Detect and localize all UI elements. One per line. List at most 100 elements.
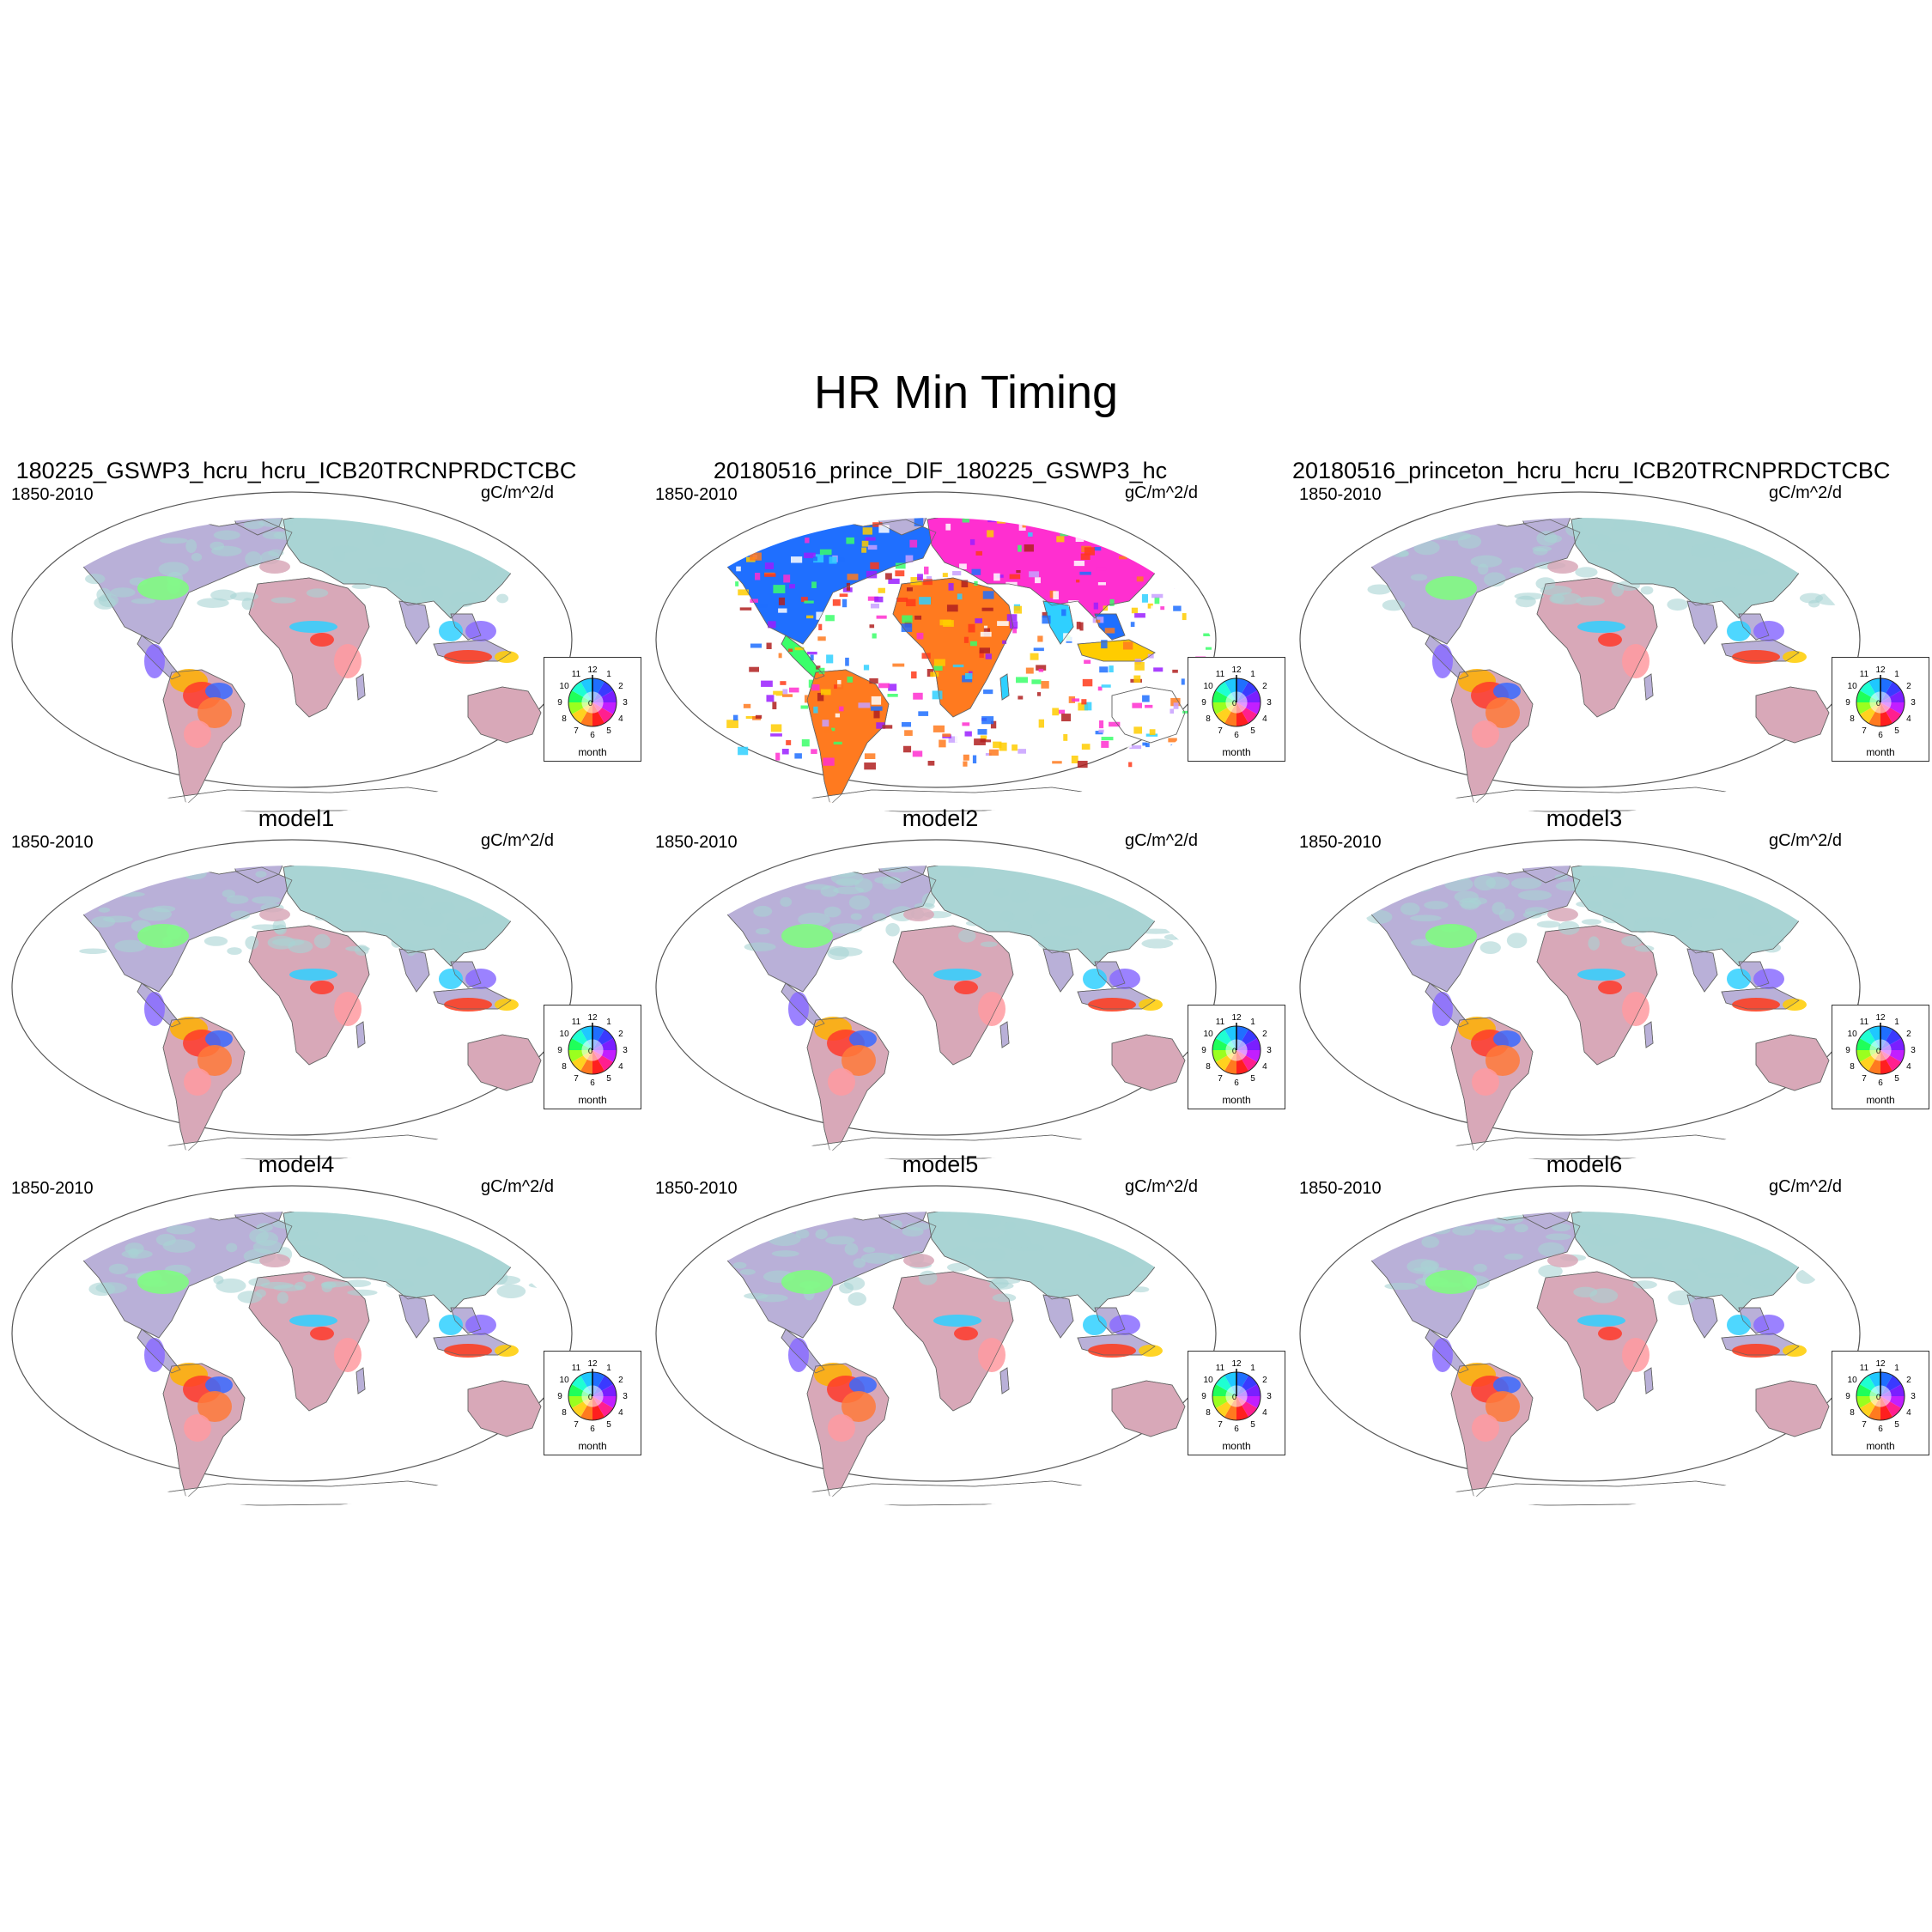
- month-tick-label: 2: [1906, 1376, 1911, 1385]
- month-tick-label: 11: [1860, 1018, 1869, 1027]
- month-tick-label: 8: [1206, 1062, 1211, 1072]
- map-panel: model5 1850-2010 gC/m^2/d 0 1 2 3 4 5 6 7 8 9 10 11 12 m…: [648, 1153, 1285, 1506]
- month-tick-label: 4: [1906, 714, 1911, 724]
- period-label: 1850-2010: [11, 1179, 94, 1198]
- month-color-wheel-legend: 0 1 2 3 4 5 6 7 8 9 10 11 12 month: [1188, 657, 1285, 762]
- month-tick-label: 10: [1848, 682, 1858, 691]
- map-panel: model3 1850-2010 gC/m^2/d 0 1 2 3 4 5 6 7 8 9 10 11 12 m…: [1292, 807, 1929, 1160]
- month-tick-label: 9: [1201, 698, 1206, 708]
- month-color-wheel-legend: 0 1 2 3 4 5 6 7 8 9 10 11 12 month: [544, 1005, 641, 1109]
- period-label: 1850-2010: [1299, 1179, 1382, 1198]
- month-tick-label: 4: [618, 1062, 623, 1072]
- legend-label: month: [1222, 746, 1251, 758]
- month-tick-label: 4: [1906, 1062, 1911, 1072]
- month-tick-label: 6: [590, 731, 595, 740]
- month-tick-label: 1: [606, 1364, 611, 1373]
- month-tick-label: 12: [1231, 665, 1242, 675]
- world-map: [655, 839, 1217, 1160]
- month-tick-label: 7: [1218, 1420, 1223, 1430]
- month-tick-label: 11: [572, 1364, 581, 1373]
- month-tick-label: 2: [1262, 1376, 1267, 1385]
- world-map: [11, 839, 573, 1160]
- month-tick-label: 8: [1850, 714, 1855, 724]
- month-tick-label: 11: [1860, 670, 1869, 679]
- month-color-wheel-legend: 0 1 2 3 4 5 6 7 8 9 10 11 12 month: [544, 657, 641, 762]
- legend-label: month: [1866, 746, 1895, 758]
- month-tick-label: 5: [606, 1074, 611, 1084]
- month-tick-label: 2: [618, 682, 623, 691]
- month-tick-label: 3: [1911, 1046, 1916, 1055]
- month-tick-label: 9: [557, 1392, 562, 1401]
- month-tick-label: 6: [1878, 1078, 1883, 1088]
- figure-title: HR Min Timing: [813, 367, 1119, 418]
- world-map: [11, 1185, 573, 1506]
- month-tick-label: 9: [557, 698, 562, 708]
- month-tick-label: 11: [1860, 1364, 1869, 1373]
- month-tick-label: 12: [1875, 1013, 1886, 1023]
- month-color-wheel-legend: 0 1 2 3 4 5 6 7 8 9 10 11 12 month: [544, 1351, 641, 1455]
- month-tick-label: 5: [1894, 1420, 1899, 1430]
- wheel-center-label: 0: [1232, 1047, 1236, 1055]
- month-tick-label: 8: [1850, 1408, 1855, 1418]
- month-tick-label: 5: [1894, 1074, 1899, 1084]
- month-tick-label: 3: [1911, 698, 1916, 708]
- month-tick-label: 7: [1862, 726, 1867, 736]
- month-tick-label: 8: [1206, 1408, 1211, 1418]
- map-panel: model4 1850-2010 gC/m^2/d 0 1 2 3 4 5 6 7 8 9 10 11 12 m…: [4, 1153, 641, 1506]
- month-tick-label: 8: [1206, 714, 1211, 724]
- legend-label: month: [578, 746, 607, 758]
- period-label: 1850-2010: [1299, 833, 1382, 852]
- map-panel: model6 1850-2010 gC/m^2/d 0 1 2 3 4 5 6 7 8 9 10 11 12 m…: [1292, 1153, 1929, 1506]
- legend-label: month: [1866, 1094, 1895, 1106]
- wheel-center-label: 0: [1232, 1393, 1236, 1401]
- world-map: [655, 491, 1217, 812]
- month-tick-label: 4: [1262, 1062, 1267, 1072]
- panel-title: model2: [902, 805, 979, 831]
- month-tick-label: 6: [590, 1425, 595, 1434]
- month-tick-label: 2: [1906, 682, 1911, 691]
- month-tick-label: 5: [1250, 1420, 1255, 1430]
- period-label: 1850-2010: [655, 833, 738, 852]
- world-map: [1299, 839, 1861, 1160]
- month-tick-label: 1: [606, 670, 611, 679]
- legend-label: month: [578, 1440, 607, 1452]
- units-label: gC/m^2/d: [1125, 831, 1198, 850]
- month-tick-label: 5: [1894, 726, 1899, 736]
- month-tick-label: 3: [623, 1046, 628, 1055]
- period-label: 1850-2010: [655, 1179, 738, 1198]
- units-label: gC/m^2/d: [1769, 1177, 1842, 1196]
- month-tick-label: 12: [1231, 1359, 1242, 1369]
- month-tick-label: 9: [1201, 1392, 1206, 1401]
- panel-title: 20180516_prince_DIF_180225_GSWP3_hc: [713, 458, 1168, 483]
- month-tick-label: 5: [606, 1420, 611, 1430]
- month-tick-label: 5: [606, 726, 611, 736]
- month-tick-label: 12: [1875, 1359, 1886, 1369]
- month-tick-label: 11: [1216, 670, 1225, 679]
- month-tick-label: 9: [1845, 1046, 1850, 1055]
- month-tick-label: 9: [1845, 1392, 1850, 1401]
- month-tick-label: 1: [1894, 670, 1899, 679]
- month-tick-label: 9: [1845, 698, 1850, 708]
- month-tick-label: 8: [562, 1408, 567, 1418]
- legend-label: month: [1866, 1440, 1895, 1452]
- legend-label: month: [578, 1094, 607, 1106]
- wheel-center-label: 0: [1876, 1393, 1880, 1401]
- world-map: [11, 491, 573, 812]
- month-color-wheel-legend: 0 1 2 3 4 5 6 7 8 9 10 11 12 month: [1188, 1005, 1285, 1109]
- month-tick-label: 1: [606, 1018, 611, 1027]
- month-tick-label: 2: [618, 1030, 623, 1039]
- wheel-center-label: 0: [1876, 699, 1880, 708]
- month-tick-label: 11: [1216, 1364, 1225, 1373]
- units-label: gC/m^2/d: [481, 831, 554, 850]
- month-tick-label: 2: [1262, 1030, 1267, 1039]
- wheel-center-label: 0: [1876, 1047, 1880, 1055]
- month-tick-label: 10: [1848, 1030, 1858, 1039]
- month-tick-label: 7: [574, 1074, 579, 1084]
- units-label: gC/m^2/d: [1769, 831, 1842, 850]
- month-tick-label: 5: [1250, 1074, 1255, 1084]
- month-tick-label: 6: [1234, 1425, 1239, 1434]
- month-tick-label: 12: [587, 665, 598, 675]
- month-tick-label: 2: [1262, 682, 1267, 691]
- month-tick-label: 10: [560, 682, 570, 691]
- month-tick-label: 7: [1862, 1420, 1867, 1430]
